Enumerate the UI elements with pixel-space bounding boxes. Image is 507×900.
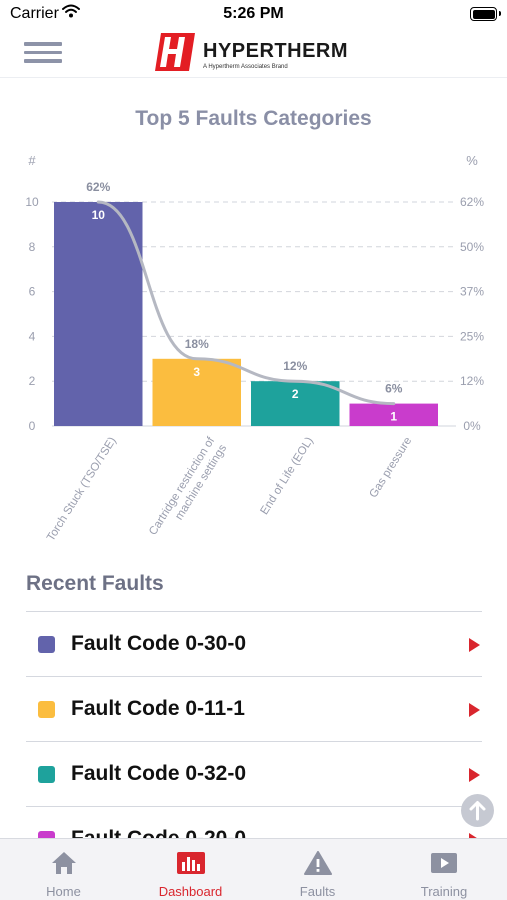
- bar-percent-label: 6%: [385, 382, 403, 396]
- bar-percent-label: 62%: [86, 180, 110, 194]
- menu-button[interactable]: [24, 42, 62, 66]
- y-tick-label: 0: [29, 419, 36, 433]
- faults-pareto-chart: # % 0 0% 2 12% 4 25% 6 37% 8 50% 10 62% 10 3 2 1 62% 18% 12%…: [25, 153, 484, 545]
- chart-bar: [152, 358, 241, 426]
- hypertherm-logo-mark: [155, 33, 195, 71]
- bar-value-label: 2: [292, 387, 299, 401]
- tab-training[interactable]: Training: [381, 839, 507, 900]
- scroll-to-top-button[interactable]: [461, 794, 494, 827]
- bar-value-label: 3: [193, 365, 200, 379]
- bar-percent-label: 12%: [283, 359, 307, 373]
- tab-faults[interactable]: Faults: [254, 839, 381, 900]
- y2-tick-label: 0%: [463, 419, 481, 433]
- brand-name: HYPERTHERM: [203, 40, 349, 62]
- fault-list-item[interactable]: Fault Code 0-30-0: [26, 611, 482, 676]
- y-axis-label: #: [28, 153, 36, 168]
- carrier-label: Carrier: [10, 5, 59, 22]
- tab-faults-label: Faults: [299, 884, 336, 899]
- home-icon: [50, 851, 78, 880]
- hamburger-line: [24, 59, 62, 63]
- fault-list-item[interactable]: Fault Code 0-11-1: [26, 676, 482, 741]
- tab-bar: Home Dashboard Faults Training: [0, 838, 507, 900]
- chart-bar: [251, 381, 340, 426]
- bar-chart-icon: [176, 851, 205, 880]
- x-category-label: Torch Stuck (TSO/TSE): [45, 435, 119, 543]
- x-category-label: Cartridge restriction ofmachine settings: [147, 435, 229, 545]
- brand-tagline: A Hypertherm Associates Brand: [203, 64, 288, 70]
- y-tick-label: 2: [29, 374, 36, 388]
- y-tick-label: 10: [25, 195, 39, 209]
- y2-tick-label: 25%: [460, 329, 484, 343]
- x-category-label-line: End of Life (EOL): [259, 435, 316, 517]
- arrow-up-icon: [469, 801, 486, 821]
- chevron-right-icon[interactable]: [469, 638, 480, 652]
- tab-dashboard-label: Dashboard: [158, 884, 223, 899]
- fault-list-item[interactable]: Fault Code 0-32-0: [26, 741, 482, 806]
- bar-percent-label: 18%: [185, 337, 209, 351]
- y2-tick-label: 37%: [460, 285, 484, 299]
- y-tick-label: 8: [29, 240, 36, 254]
- tab-training-label: Training: [420, 884, 468, 899]
- y-tick-label: 6: [29, 285, 36, 299]
- warning-icon: [303, 851, 332, 880]
- tab-home[interactable]: Home: [0, 839, 127, 900]
- fault-color-swatch: [38, 766, 55, 783]
- tab-dashboard[interactable]: Dashboard: [127, 839, 254, 900]
- recent-faults-title: Recent Faults: [26, 572, 164, 595]
- video-icon: [430, 851, 458, 880]
- app-header: HYPERTHERM A Hypertherm Associates Brand: [0, 30, 507, 78]
- bar-value-label: 10: [92, 208, 106, 222]
- clock-time: 5:26 PM: [223, 5, 284, 22]
- chart-title: Top 5 Faults Categories: [135, 107, 372, 130]
- x-category-label-line: Torch Stuck (TSO/TSE): [45, 435, 119, 543]
- wifi-icon: [62, 4, 80, 23]
- x-category-label: Gas pressure: [368, 435, 415, 500]
- hamburger-line: [24, 42, 62, 46]
- hamburger-line: [24, 50, 62, 54]
- chart-bar: [54, 202, 143, 426]
- y2-tick-label: 50%: [460, 240, 484, 254]
- chevron-right-icon[interactable]: [469, 703, 480, 717]
- y-tick-label: 4: [29, 329, 36, 343]
- chart-bar: [349, 403, 438, 426]
- fault-code-label: Fault Code 0-11-1: [71, 697, 245, 720]
- chevron-right-icon[interactable]: [469, 768, 480, 782]
- fault-code-label: Fault Code 0-30-0: [71, 632, 247, 655]
- status-bar: Carrier 5:26 PM: [0, 0, 507, 30]
- y2-tick-label: 12%: [460, 374, 484, 388]
- fault-color-swatch: [38, 701, 55, 718]
- bar-value-label: 1: [390, 410, 397, 424]
- fault-code-label: Fault Code 0-32-0: [71, 762, 247, 785]
- tab-home-label: Home: [46, 884, 81, 899]
- x-category-label: End of Life (EOL): [259, 435, 316, 517]
- battery-icon: [470, 7, 501, 21]
- y2-tick-label: 62%: [460, 195, 484, 209]
- recent-faults-list: Fault Code 0-30-0 Fault Code 0-11-1 Fault …: [26, 611, 482, 871]
- y2-axis-label: %: [466, 153, 478, 168]
- fault-color-swatch: [38, 636, 55, 653]
- x-category-label-line: Gas pressure: [368, 435, 415, 500]
- percent-trend-line: [96, 200, 396, 406]
